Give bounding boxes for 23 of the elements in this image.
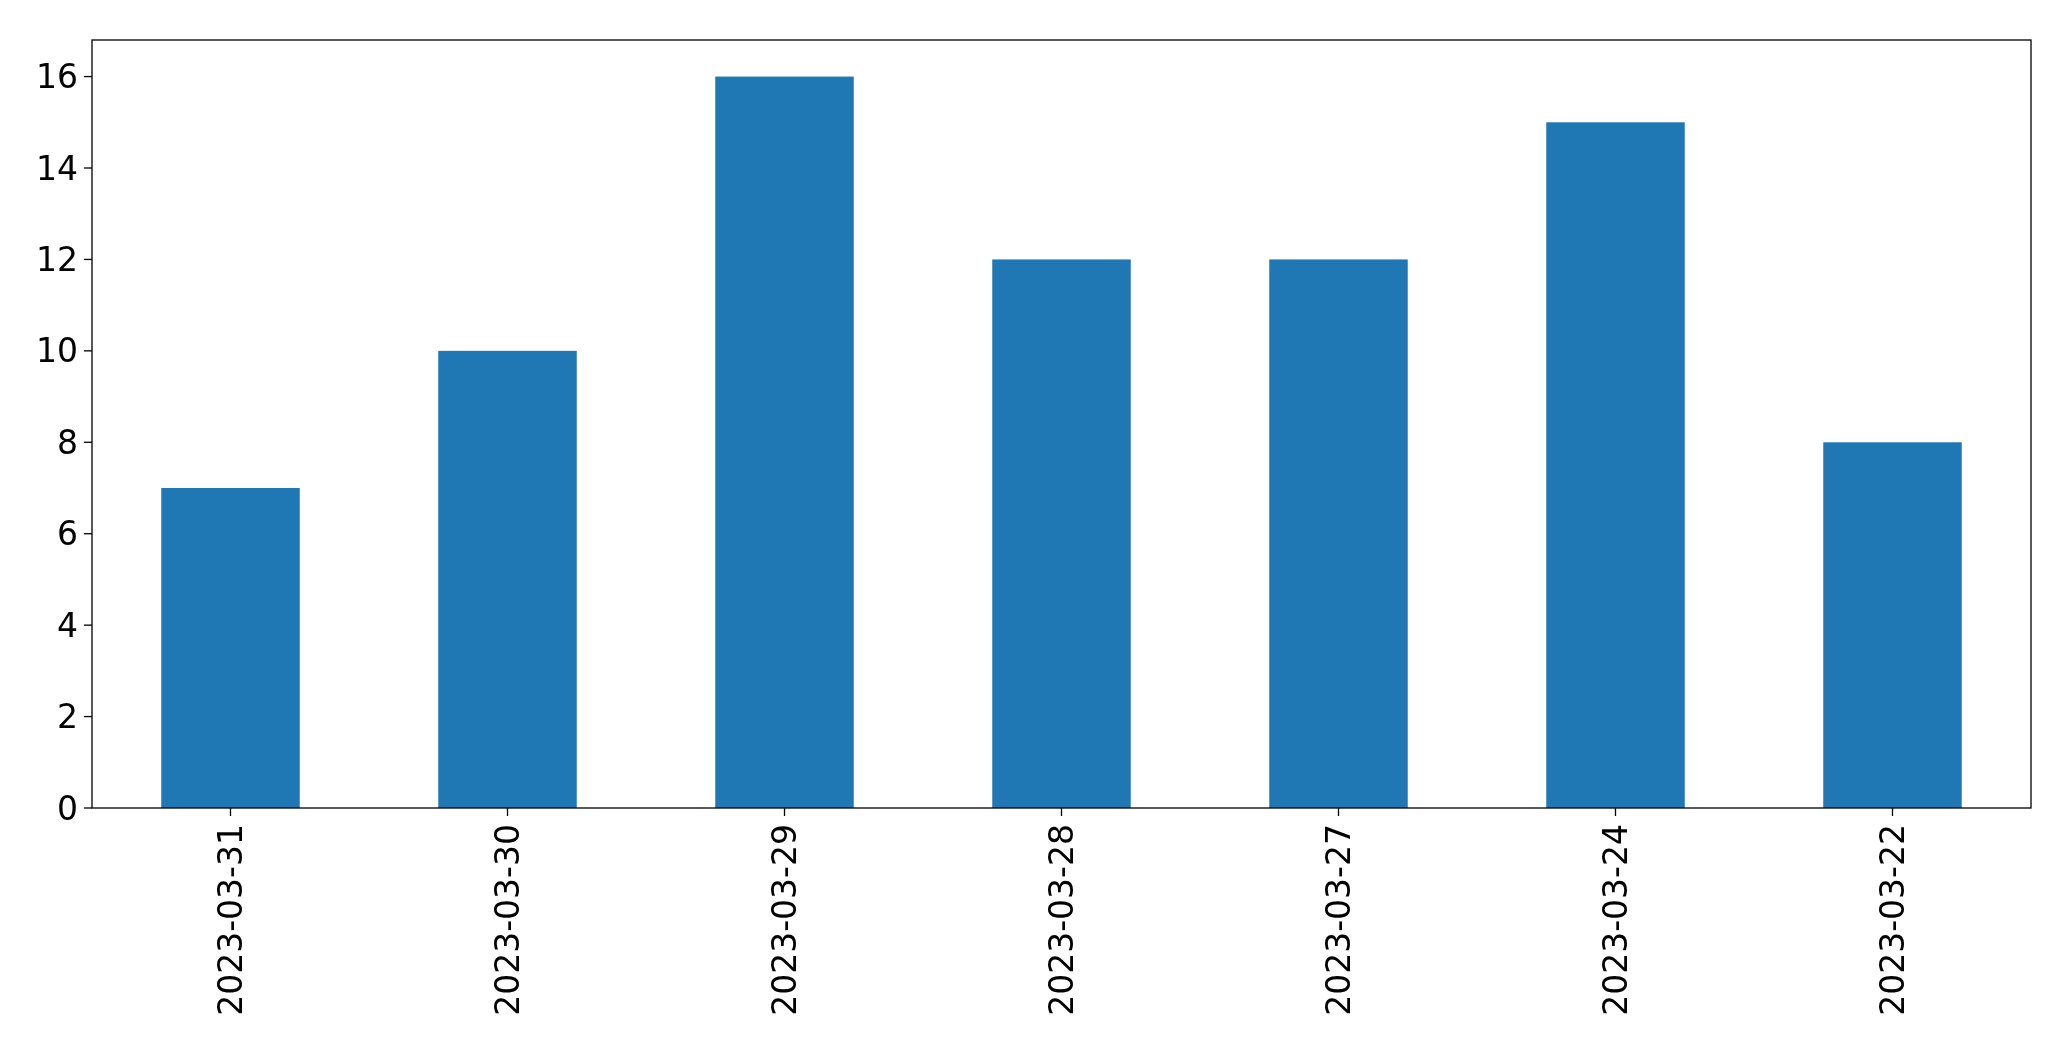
x-tick-label: 2023-03-27 <box>1319 824 1359 1016</box>
x-tick-label: 2023-03-24 <box>1596 824 1636 1016</box>
bar <box>1546 122 1685 808</box>
y-tick-label: 2 <box>57 697 78 737</box>
bar <box>992 259 1131 808</box>
y-tick-label: 6 <box>57 514 78 554</box>
y-tick-label: 8 <box>57 422 78 462</box>
y-tick-label: 4 <box>57 605 78 645</box>
x-tick-label: 2023-03-31 <box>211 824 251 1016</box>
x-tick-label: 2023-03-28 <box>1042 824 1082 1016</box>
bar <box>161 488 300 808</box>
y-tick-label: 14 <box>36 148 78 188</box>
bar <box>1823 442 1962 808</box>
x-tick-label: 2023-03-29 <box>765 824 805 1016</box>
bar <box>1269 259 1408 808</box>
x-tick-label: 2023-03-30 <box>488 824 528 1016</box>
y-tick-label: 12 <box>36 239 78 279</box>
bar <box>438 350 577 808</box>
y-tick-label: 0 <box>57 788 78 828</box>
x-tick-label: 2023-03-22 <box>1873 824 1913 1016</box>
y-tick-label: 10 <box>36 331 78 371</box>
bar <box>715 76 854 808</box>
y-tick-label: 16 <box>36 57 78 97</box>
